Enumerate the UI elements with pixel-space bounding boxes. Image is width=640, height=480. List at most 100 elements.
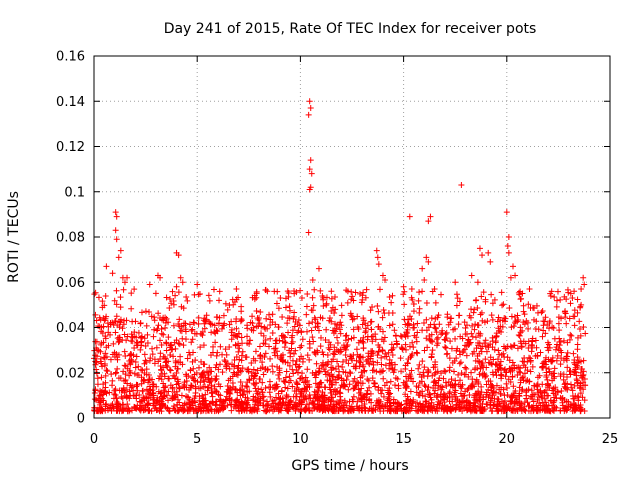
data-point	[572, 407, 579, 414]
data-point	[522, 408, 529, 415]
data-point	[188, 339, 195, 346]
data-point	[222, 358, 229, 365]
data-point	[275, 390, 282, 397]
data-point	[309, 408, 316, 415]
data-point	[299, 370, 306, 377]
data-point	[166, 408, 173, 415]
data-point	[284, 402, 291, 409]
data-point	[404, 333, 411, 340]
data-point	[355, 339, 362, 346]
data-point	[304, 328, 311, 335]
data-point	[345, 360, 352, 367]
data-point	[160, 317, 167, 324]
data-point	[248, 408, 255, 415]
data-point	[423, 398, 430, 405]
data-point	[318, 403, 325, 410]
data-point	[544, 339, 551, 346]
data-point	[489, 300, 496, 307]
data-point	[176, 384, 183, 391]
data-point	[178, 392, 185, 399]
data-point	[291, 290, 298, 297]
data-point	[275, 372, 282, 379]
data-point	[408, 315, 415, 322]
data-point	[284, 407, 291, 414]
data-point	[413, 338, 420, 345]
data-point	[193, 330, 200, 337]
data-point	[217, 343, 224, 350]
data-point	[434, 401, 441, 408]
data-point	[322, 337, 329, 344]
data-point	[335, 363, 342, 370]
data-point	[234, 389, 241, 396]
data-point	[238, 368, 245, 375]
data-point	[306, 391, 313, 398]
data-point	[517, 288, 524, 295]
data-point	[144, 401, 151, 408]
data-point	[477, 394, 484, 401]
data-point	[515, 289, 522, 296]
y-tick-label: 0.14	[56, 95, 85, 110]
data-point	[141, 370, 148, 377]
data-point	[392, 375, 399, 382]
data-point	[318, 362, 325, 369]
data-point	[482, 337, 489, 344]
data-point	[446, 388, 453, 395]
data-point	[212, 377, 219, 384]
data-point	[127, 351, 134, 358]
data-point	[521, 311, 528, 318]
data-point	[397, 355, 404, 362]
data-point	[510, 383, 517, 390]
data-point	[247, 319, 254, 326]
data-point	[195, 385, 202, 392]
data-point	[411, 324, 418, 331]
data-point	[233, 325, 240, 332]
data-point	[577, 406, 584, 413]
data-point	[433, 336, 440, 343]
data-point	[233, 332, 240, 339]
data-point	[271, 397, 278, 404]
data-point	[543, 374, 550, 381]
data-point	[291, 309, 298, 316]
data-point	[244, 389, 251, 396]
data-point	[380, 307, 387, 314]
data-point	[407, 388, 414, 395]
data-point	[207, 320, 214, 327]
data-point	[130, 387, 137, 394]
data-point	[344, 407, 351, 414]
data-point	[534, 309, 541, 316]
data-point	[133, 392, 140, 399]
data-point	[241, 407, 248, 414]
data-point	[319, 398, 326, 405]
y-tick-label: 0.12	[56, 140, 85, 155]
data-point	[398, 333, 405, 340]
data-point	[278, 387, 285, 394]
data-point	[344, 288, 351, 295]
data-point	[426, 336, 433, 343]
data-point	[509, 359, 516, 366]
data-point	[546, 325, 553, 332]
data-point	[535, 326, 542, 333]
data-point	[176, 316, 183, 323]
data-point	[566, 315, 573, 322]
data-point	[565, 399, 572, 406]
data-point	[160, 393, 167, 400]
data-point	[94, 375, 101, 382]
data-point	[418, 404, 425, 411]
data-point	[571, 382, 578, 389]
data-point	[309, 276, 316, 283]
data-point	[163, 392, 170, 399]
data-point	[216, 297, 223, 304]
data-point	[541, 395, 548, 402]
data-point	[393, 338, 400, 345]
data-point	[235, 348, 242, 355]
data-point	[526, 354, 533, 361]
data-point	[205, 384, 212, 391]
data-point	[99, 363, 106, 370]
data-point	[342, 337, 349, 344]
data-point	[463, 352, 470, 359]
data-point	[138, 333, 145, 340]
data-point	[120, 368, 127, 375]
data-point	[339, 363, 346, 370]
data-point	[165, 407, 172, 414]
data-point	[202, 383, 209, 390]
